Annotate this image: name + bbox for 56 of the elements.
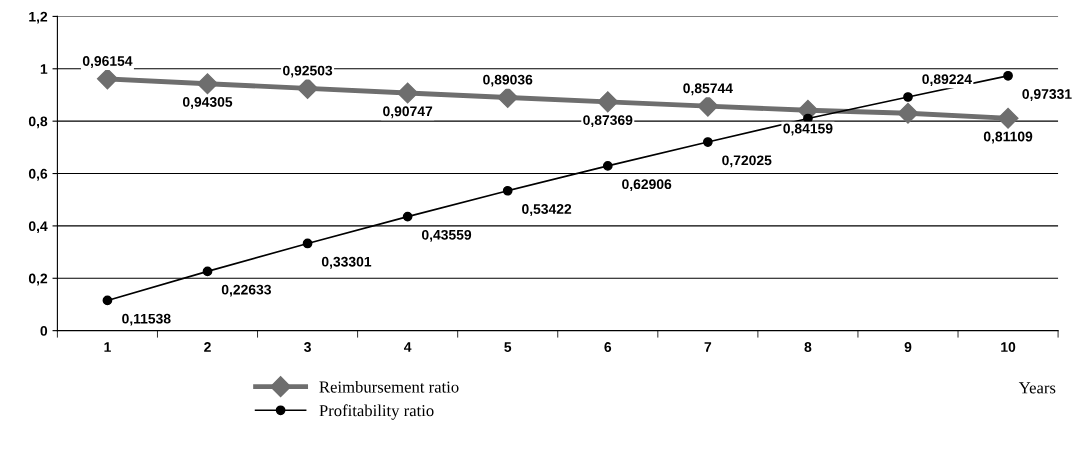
data-label: 0,90747 (383, 106, 433, 119)
data-label: 0,94305 (182, 97, 233, 109)
x-tick-label: 8 (804, 342, 812, 352)
y-tick-label: 0,6 (28, 168, 48, 181)
point (903, 92, 913, 102)
data-label: 0,84159 (783, 123, 833, 136)
point (502, 185, 513, 196)
x-tick-label: 10 (1001, 342, 1016, 352)
data-label: 0,97331 (1022, 89, 1072, 101)
point (497, 86, 519, 109)
y-tick-label: 0,2 (28, 273, 48, 286)
x-tick-label: 3 (304, 342, 311, 352)
data-label: 0,89036 (483, 74, 533, 87)
data-label: 0,53422 (522, 204, 572, 216)
data-label: 0,11538 (122, 313, 171, 326)
point (196, 73, 219, 95)
point (397, 82, 419, 104)
y-tick-label: 0 (40, 325, 48, 336)
point (1003, 70, 1013, 81)
point (897, 102, 919, 124)
data-label: 0,92503 (283, 65, 333, 78)
point (697, 95, 719, 117)
data-label: 0,62906 (622, 179, 672, 192)
x-axis-title: Years (1018, 382, 1056, 394)
point (602, 161, 613, 171)
data-label: 0,89224 (922, 74, 972, 87)
y-tick-label: 0,8 (28, 116, 48, 129)
point (297, 77, 319, 99)
legend-label: Reimbursement ratio (319, 380, 459, 393)
point (302, 238, 313, 249)
point (702, 137, 713, 147)
x-tick-label: 7 (704, 342, 712, 352)
point (96, 68, 118, 90)
y-tick-label: 1 (40, 64, 48, 74)
x-tick-label: 9 (904, 342, 912, 352)
legend-label: Profitability ratio (319, 404, 434, 420)
y-tick-label: 0,4 (28, 221, 48, 234)
data-label: 0,81109 (983, 131, 1033, 144)
point (102, 295, 113, 306)
point (597, 91, 619, 113)
data-label: 0,96154 (82, 56, 133, 68)
data-label: 0,43559 (421, 229, 472, 242)
x-tick-label: 2 (204, 342, 211, 352)
point (402, 211, 413, 222)
x-tick-label: 5 (504, 342, 512, 352)
data-label: 0,72025 (722, 155, 772, 168)
y-tick-label: 1,2 (29, 11, 48, 24)
data-label: 0,33301 (321, 256, 372, 269)
data-label: 0,85744 (683, 83, 733, 96)
point (202, 266, 213, 277)
data-label: 0,22633 (221, 284, 271, 297)
data-label: 0,87369 (583, 115, 633, 128)
x-tick-label: 1 (104, 342, 111, 352)
point (997, 107, 1019, 129)
x-tick-label: 4 (403, 342, 412, 352)
x-tick-label: 6 (604, 342, 612, 352)
